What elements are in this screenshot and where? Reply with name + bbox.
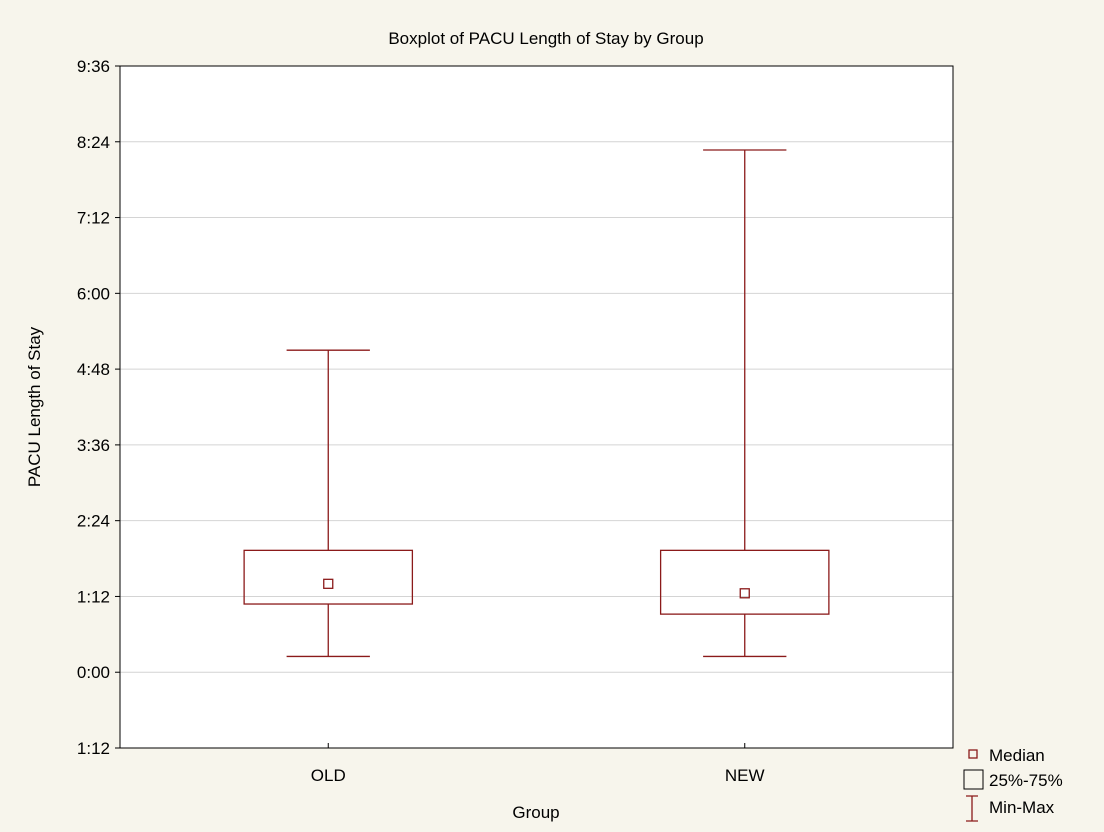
y-tick-label: 4:48 <box>77 360 110 379</box>
legend-minmax-icon <box>966 795 978 822</box>
box-series <box>243 149 830 658</box>
plot-frame <box>119 65 954 749</box>
plot-area <box>120 66 953 748</box>
x-tick-label: OLD <box>311 766 346 785</box>
legend-median-label: Median <box>989 746 1045 765</box>
x-tick-label: NEW <box>725 766 765 785</box>
y-axis-ticks: 1:12 0:00 1:12 2:24 3:36 4:48 6:00 7:12 8:24 9:36 <box>77 57 120 758</box>
legend-iqr-label: 25%-75% <box>989 771 1063 790</box>
y-tick-label: 3:36 <box>77 436 110 455</box>
x-axis-ticks: OLD NEW <box>311 743 765 785</box>
y-tick-label: 7:12 <box>77 209 110 228</box>
median-marker <box>323 578 334 589</box>
y-tick-label: 9:36 <box>77 57 110 76</box>
y-tick-label: 1:12 <box>77 587 110 606</box>
y-axis-label: PACU Length of Stay <box>25 326 44 487</box>
box-new <box>659 149 830 658</box>
x-axis-label: Group <box>512 803 559 822</box>
box-iqr <box>243 549 414 605</box>
legend-iqr-icon <box>963 769 984 790</box>
box-iqr <box>659 549 830 615</box>
chart-legend: Median 25%-75% Min-Max <box>963 746 1063 822</box>
legend-minmax-label: Min-Max <box>989 798 1055 817</box>
grid-lines <box>120 141 953 673</box>
chart-title: Boxplot of PACU Length of Stay by Group <box>388 29 703 48</box>
box-old <box>243 349 414 658</box>
y-tick-label: 0:00 <box>77 663 110 682</box>
y-tick-label: 2:24 <box>77 512 110 531</box>
y-tick-label: 1:12 <box>77 739 110 758</box>
legend-median-icon <box>968 749 978 759</box>
median-marker <box>739 588 750 599</box>
y-tick-label: 6:00 <box>77 284 110 303</box>
y-tick-label: 8:24 <box>77 133 110 152</box>
